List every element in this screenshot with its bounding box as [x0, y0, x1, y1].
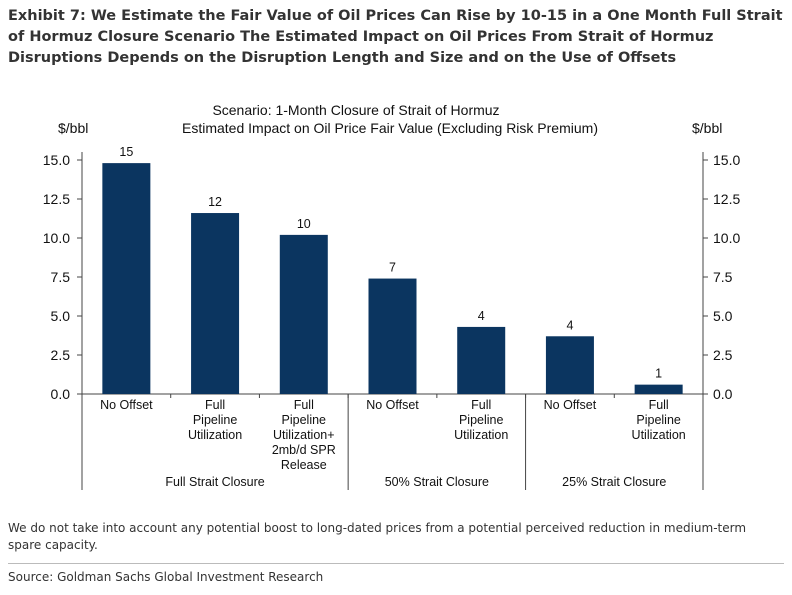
- y-tick-label-left: 15.0: [43, 152, 70, 168]
- data-label: 10: [297, 217, 311, 231]
- chart-title: Scenario: 1-Month Closure of Strait of H…: [212, 102, 499, 118]
- x-tick-label: No Offset: [100, 398, 153, 412]
- bar: [102, 163, 151, 394]
- y-axis-label-right: $/bbl: [692, 120, 722, 136]
- source: Source: Goldman Sachs Global Investment …: [8, 570, 324, 584]
- x-tick-label: 2mb/d SPR: [272, 443, 336, 457]
- footnote: We do not take into account any potentia…: [8, 521, 747, 552]
- x-tick-label: Pipeline: [636, 413, 681, 427]
- x-tick-label: Full: [294, 398, 314, 412]
- x-tick-label: Full: [649, 398, 669, 412]
- group-label: 50% Strait Closure: [385, 475, 489, 489]
- chart-subtitle: Estimated Impact on Oil Price Fair Value…: [182, 120, 598, 136]
- x-tick-label: Full: [205, 398, 225, 412]
- y-tick-label-left: 12.5: [43, 191, 70, 207]
- y-tick-label-left: 5.0: [51, 308, 71, 324]
- y-tick-label-right: 5.0: [713, 308, 733, 324]
- exhibit-title: Exhibit 7: We Estimate the Fair Value of…: [8, 8, 783, 66]
- x-tick-label: Utilization: [454, 428, 508, 442]
- x-tick-label: Pipeline: [193, 413, 238, 427]
- y-tick-label-left: 0.0: [51, 386, 71, 402]
- data-label: 1: [655, 367, 662, 381]
- y-tick-label-left: 7.5: [51, 269, 71, 285]
- y-axis-label-left: $/bbl: [58, 120, 88, 136]
- bar: [279, 234, 328, 394]
- x-tick-label: Utilization: [632, 428, 686, 442]
- data-label: 7: [389, 261, 396, 275]
- y-tick-label-left: 2.5: [51, 347, 71, 363]
- data-label: 4: [566, 318, 573, 332]
- bar: [191, 213, 240, 394]
- x-tick-label: Pipeline: [282, 413, 327, 427]
- x-tick-label: Utilization+: [273, 428, 335, 442]
- data-label: 12: [208, 195, 222, 209]
- data-label: 15: [119, 145, 133, 159]
- y-tick-label-right: 0.0: [713, 386, 733, 402]
- y-tick-label-left: 10.0: [43, 230, 70, 246]
- x-tick-label: Full: [471, 398, 491, 412]
- group-label: Full Strait Closure: [165, 475, 264, 489]
- x-tick-label: Pipeline: [459, 413, 504, 427]
- y-tick-label-right: 12.5: [713, 191, 740, 207]
- bar: [545, 336, 594, 394]
- bar-chart: Scenario: 1-Month Closure of Strait of H…: [43, 102, 740, 490]
- group-label: 25% Strait Closure: [562, 475, 666, 489]
- bar: [634, 384, 683, 394]
- x-tick-label: No Offset: [366, 398, 419, 412]
- x-tick-label: Release: [281, 458, 327, 472]
- divider: [8, 563, 784, 564]
- bar: [368, 278, 417, 394]
- y-tick-label-right: 10.0: [713, 230, 740, 246]
- x-tick-label: Utilization: [188, 428, 242, 442]
- data-label: 4: [478, 309, 485, 323]
- y-tick-label-right: 2.5: [713, 347, 733, 363]
- x-tick-label: No Offset: [544, 398, 597, 412]
- y-tick-label-right: 15.0: [713, 152, 740, 168]
- y-tick-label-right: 7.5: [713, 269, 733, 285]
- bar: [457, 326, 506, 394]
